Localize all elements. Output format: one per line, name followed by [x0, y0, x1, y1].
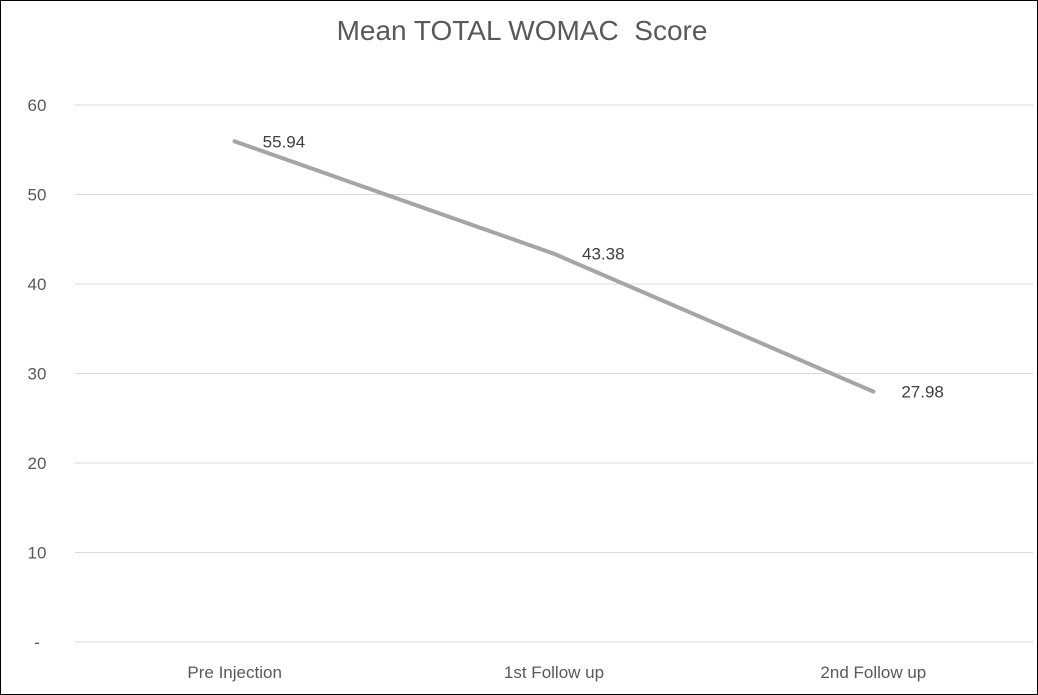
y-axis-ticks: 60 50 40 30 20 10 - [28, 96, 47, 652]
data-point [552, 251, 556, 256]
x-tick-label: Pre Injection [187, 663, 282, 682]
y-tick-label: 20 [28, 454, 47, 473]
y-tick-label: - [34, 633, 40, 652]
data-label: 43.38 [582, 245, 625, 264]
chart-title: Mean TOTAL WOMAC Score [337, 15, 708, 46]
y-tick-label: 60 [28, 96, 47, 115]
data-point [871, 389, 876, 394]
x-tick-label: 2nd Follow up [820, 663, 926, 682]
data-labels: 55.94 43.38 27.98 [263, 132, 944, 401]
x-tick-label: 1st Follow up [504, 663, 604, 682]
data-label: 55.94 [263, 132, 306, 151]
data-point [232, 139, 237, 144]
series-group [232, 139, 876, 394]
data-label: 27.98 [901, 383, 944, 402]
gridlines [75, 104, 1033, 643]
y-tick-label: 30 [28, 365, 47, 384]
y-tick-label: 40 [28, 275, 47, 294]
y-tick-label: 10 [28, 544, 47, 563]
y-tick-label: 50 [28, 186, 47, 205]
x-axis-ticks: Pre Injection 1st Follow up 2nd Follow up [187, 663, 926, 682]
series-line [232, 139, 876, 394]
